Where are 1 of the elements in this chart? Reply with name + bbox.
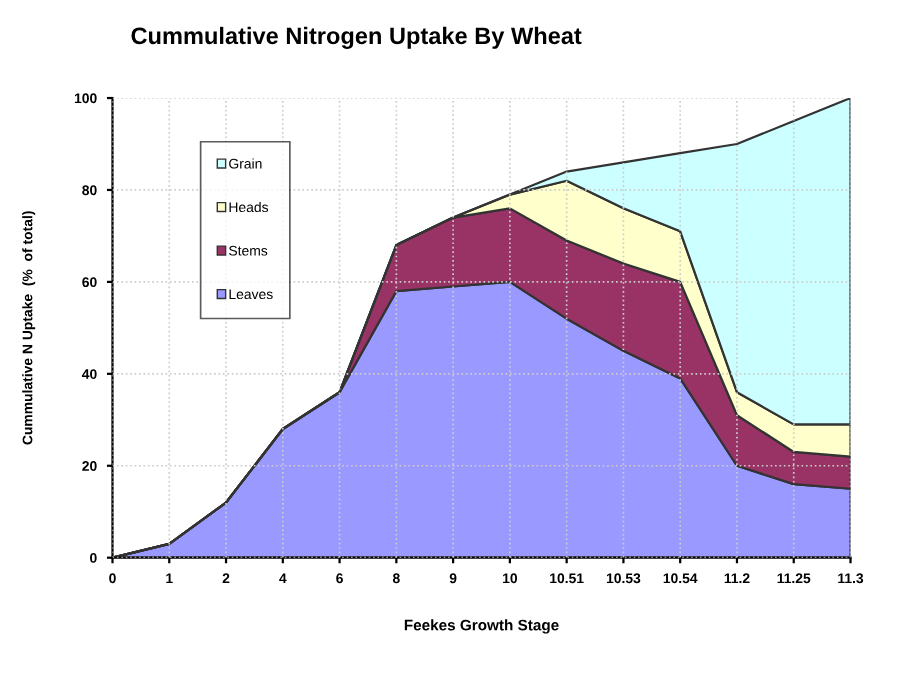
chart-title: Cummulative Nitrogen Uptake By Wheat	[131, 26, 582, 49]
